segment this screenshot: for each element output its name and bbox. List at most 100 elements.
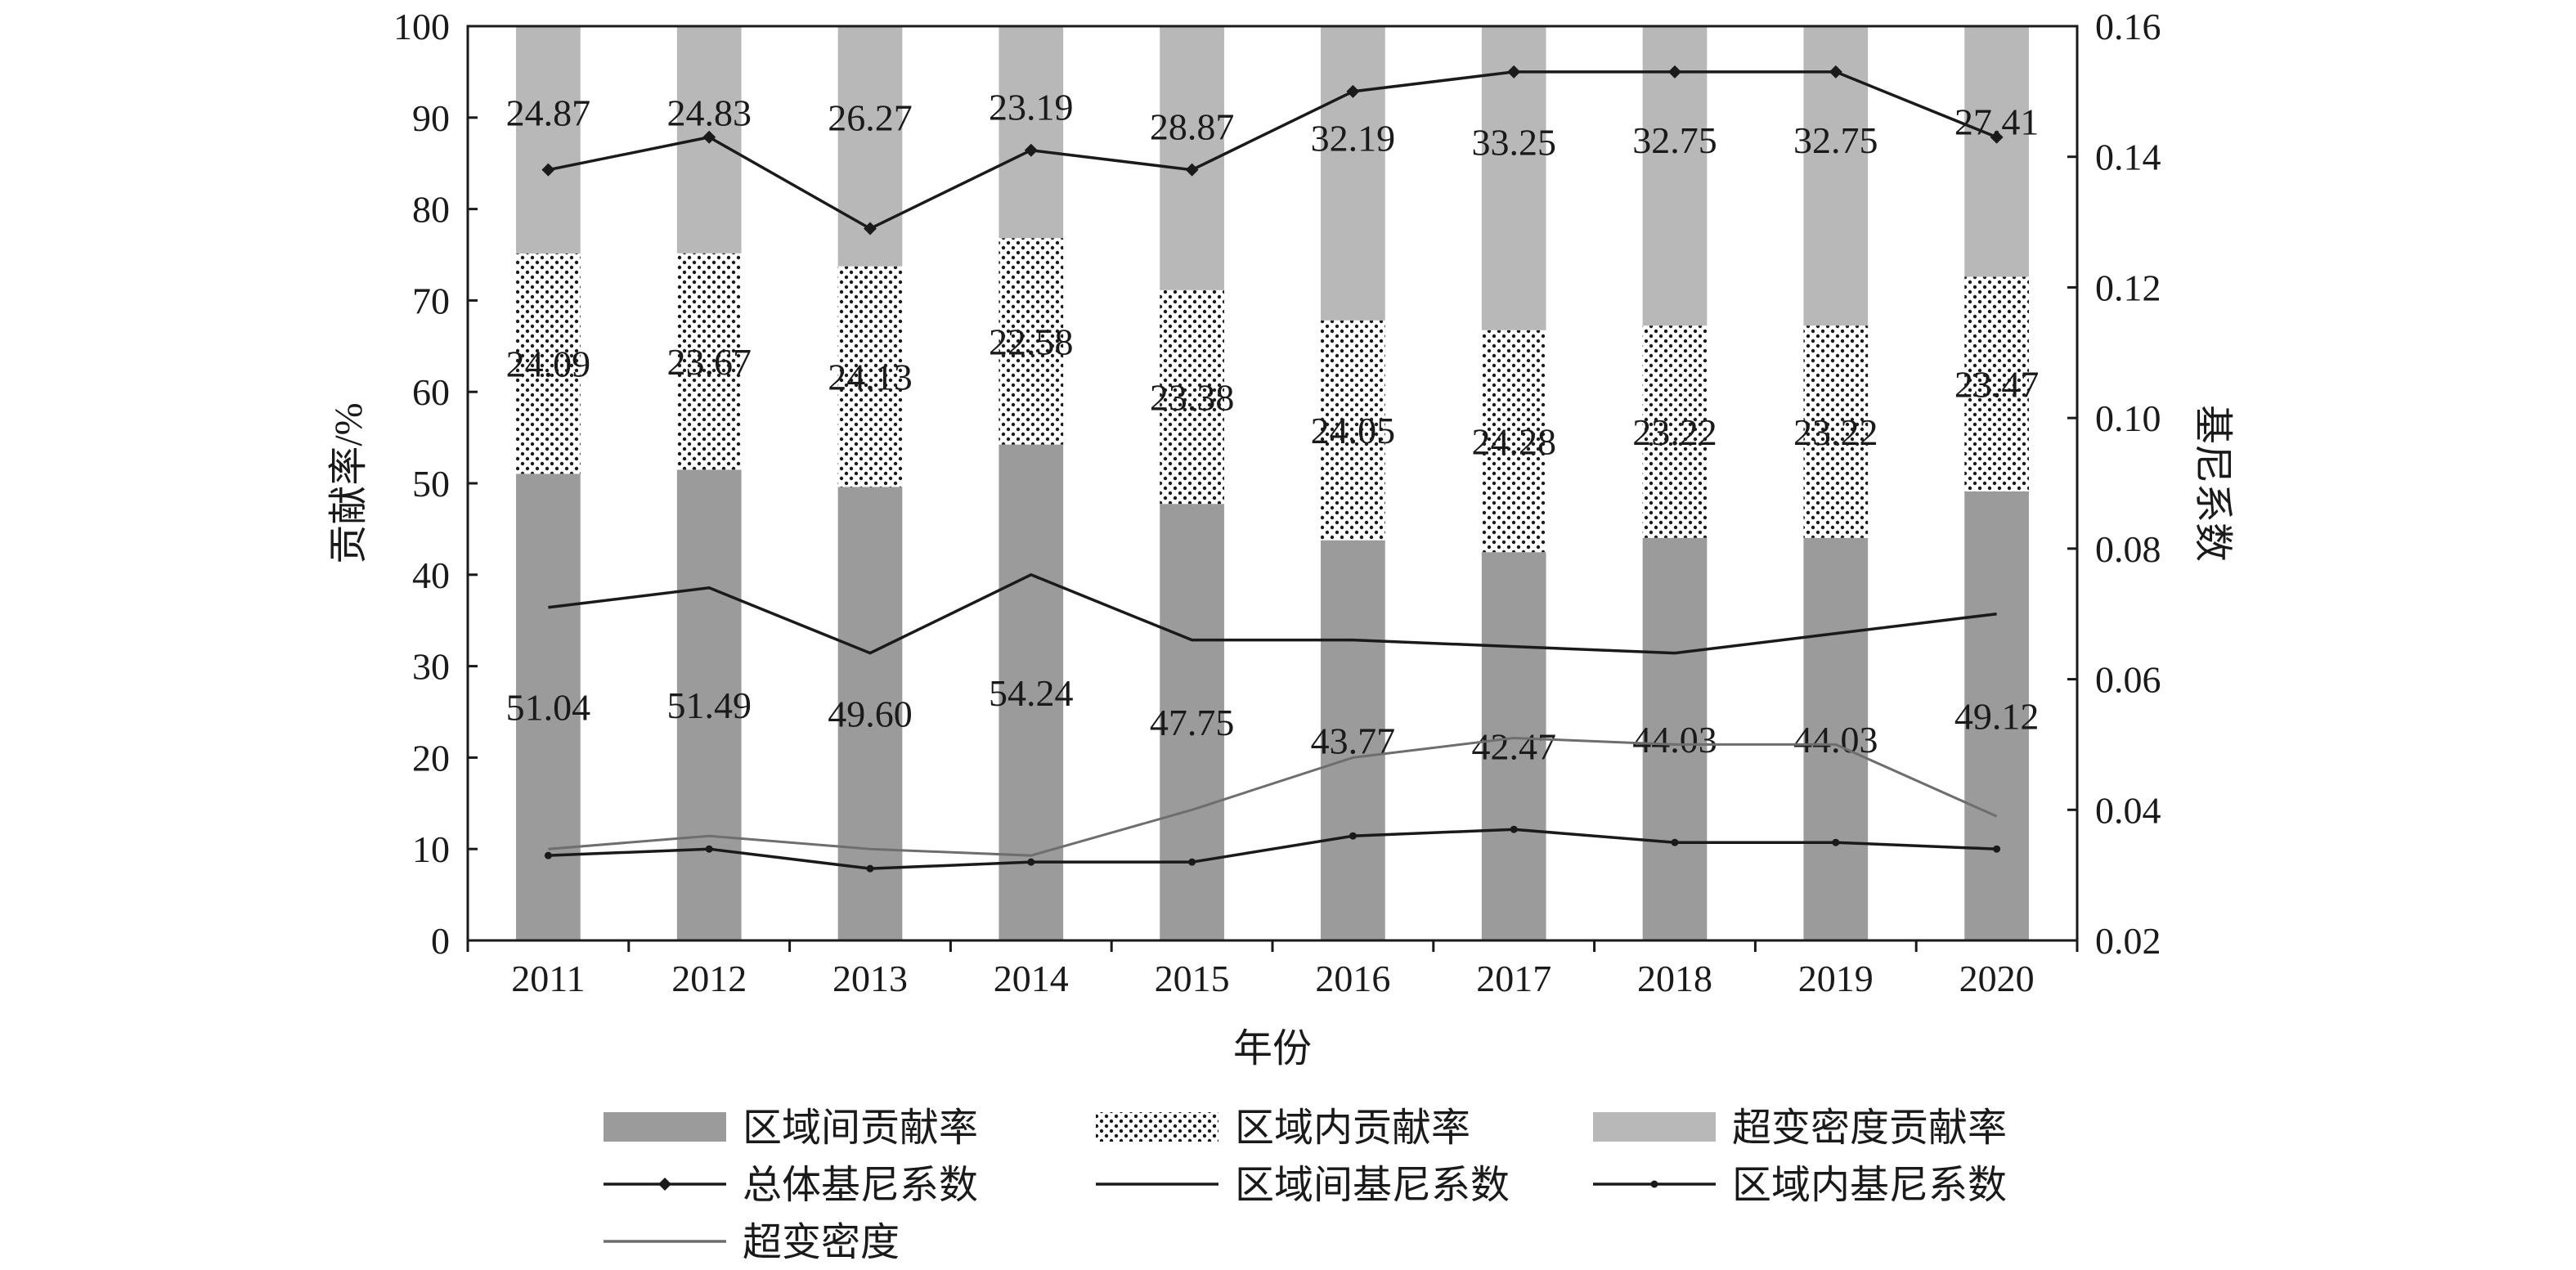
bar-value-label: 23.67 xyxy=(666,341,752,383)
bar-value-label: 32.75 xyxy=(1793,119,1878,161)
bar-segment xyxy=(1321,26,1385,321)
x-tick-label: 2017 xyxy=(1476,958,1551,999)
series-line xyxy=(548,70,1998,231)
x-tick-label: 2013 xyxy=(832,958,908,999)
bar-segment xyxy=(837,266,903,487)
bar-value-label: 44.03 xyxy=(1793,719,1878,761)
series-point xyxy=(1024,143,1038,157)
legend-label: 区域内基尼系数 xyxy=(1732,1164,2007,1207)
series-point xyxy=(1188,858,1196,866)
bar-segment xyxy=(1321,320,1385,541)
x-tick-label: 2011 xyxy=(511,958,585,999)
series-point xyxy=(1990,130,2004,144)
series-point xyxy=(864,222,877,236)
bar-segment xyxy=(1481,330,1546,553)
bar-segment xyxy=(999,26,1064,239)
left-y-tick-label: 90 xyxy=(412,97,450,139)
bar-segment xyxy=(1964,491,2029,940)
legend-swatch xyxy=(1593,1112,1716,1142)
bar-segment xyxy=(516,26,581,254)
bar-value-label: 49.60 xyxy=(828,693,913,735)
bar-value-label: 33.25 xyxy=(1471,121,1556,163)
bar-value-label: 23.19 xyxy=(989,86,1074,128)
right-y-tick-label: 0.04 xyxy=(2095,789,2161,831)
left-y-tick-label: 40 xyxy=(412,554,450,596)
x-axis-title: 年份 xyxy=(1233,1027,1312,1070)
bar-value-label: 24.28 xyxy=(1471,420,1556,462)
bar-value-label: 23.38 xyxy=(1150,376,1235,418)
bar-segment xyxy=(1481,552,1546,940)
bar-value-label: 28.87 xyxy=(1150,106,1235,148)
lines-layer xyxy=(541,65,2004,873)
left-y-tick-label: 20 xyxy=(412,737,450,779)
bar-value-label: 43.77 xyxy=(1311,720,1396,761)
bar-value-label: 49.12 xyxy=(1954,695,2040,737)
bar-value-label: 23.47 xyxy=(1954,364,2040,406)
series-point xyxy=(1668,65,1681,79)
legend-swatch xyxy=(1096,1112,1218,1142)
x-tick-label: 2020 xyxy=(1959,958,2035,999)
series-point xyxy=(1507,65,1521,79)
legend-swatch xyxy=(604,1112,726,1142)
bar-value-label: 23.22 xyxy=(1793,411,1878,453)
series-point xyxy=(866,864,874,873)
legend-label: 总体基尼系数 xyxy=(743,1164,978,1207)
bar-segment xyxy=(1642,537,1708,940)
bar-segment xyxy=(999,444,1064,940)
series-point xyxy=(1349,832,1357,840)
series-point xyxy=(1829,65,1842,79)
right-y-tick-label: 0.14 xyxy=(2095,137,2161,178)
right-y-tick-label: 0.12 xyxy=(2095,267,2161,308)
series-point xyxy=(1671,838,1679,846)
left-y-tick-label: 60 xyxy=(412,371,450,413)
bar-value-label: 51.04 xyxy=(506,687,591,729)
series-point xyxy=(705,845,713,853)
bar-value-label: 24.87 xyxy=(506,92,591,134)
legend-marker xyxy=(658,1178,671,1191)
bar-segment xyxy=(999,238,1064,445)
series-point xyxy=(1346,84,1360,98)
bar-segment xyxy=(516,473,581,940)
axes-layer: 0 10 20 30 40 50 60 70 80 90 100 0.02 0.04 0.06 0.08 0.… xyxy=(393,6,2161,999)
bar-segment xyxy=(676,469,742,940)
right-y-tick-label: 0.10 xyxy=(2095,397,2161,439)
series-line xyxy=(548,828,1997,870)
series-point xyxy=(1185,163,1199,177)
series-line xyxy=(548,572,1997,655)
x-tick-label: 2019 xyxy=(1798,958,1874,999)
bar-segment xyxy=(1803,537,1869,940)
series-point xyxy=(544,851,552,859)
bar-segment xyxy=(1160,289,1224,505)
bar-segment xyxy=(1803,325,1869,538)
series-point xyxy=(541,163,555,177)
bar-segment xyxy=(676,253,742,470)
bar-labels-layer: 51.04 24.09 24.87 51.49 23.67 24.83 49.60 24.13… xyxy=(506,86,2040,767)
x-tick-label: 2014 xyxy=(994,958,1069,999)
left-y-tick-label: 80 xyxy=(412,189,450,231)
x-tick-label: 2016 xyxy=(1315,958,1390,999)
bar-value-label: 24.83 xyxy=(666,92,752,134)
left-y-tick-label: 100 xyxy=(393,6,450,47)
legend-label: 区域间基尼系数 xyxy=(1235,1164,1510,1207)
bar-segment xyxy=(1642,325,1708,538)
bar-segment xyxy=(1160,504,1224,940)
bar-value-label: 22.58 xyxy=(989,321,1074,362)
x-tick-label: 2012 xyxy=(671,958,747,999)
bar-segment xyxy=(516,254,581,474)
left-y-axis-title: 贡献率/% xyxy=(327,402,370,563)
legend-label: 超变密度贡献率 xyxy=(1732,1106,2007,1150)
bars-layer xyxy=(516,26,2029,940)
right-y-tick-label: 0.06 xyxy=(2095,659,2161,701)
legend-label: 区域内贡献率 xyxy=(1235,1106,1470,1150)
left-y-tick-label: 50 xyxy=(412,463,450,505)
left-y-tick-label: 70 xyxy=(412,280,450,321)
legend-label: 区域间贡献率 xyxy=(743,1106,978,1150)
left-y-tick-label: 10 xyxy=(412,828,450,870)
right-y-tick-label: 0.02 xyxy=(2095,920,2161,962)
bar-value-label: 24.05 xyxy=(1311,410,1396,451)
bar-value-label: 42.47 xyxy=(1471,726,1556,768)
bar-value-label: 32.19 xyxy=(1311,118,1396,159)
bar-value-label: 47.75 xyxy=(1150,702,1235,743)
